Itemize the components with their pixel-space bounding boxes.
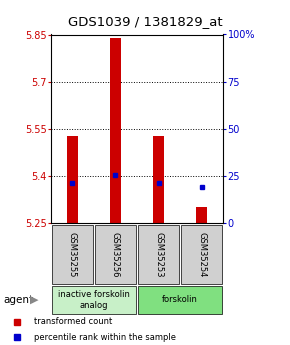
Text: GSM35254: GSM35254	[197, 232, 206, 277]
Bar	[196, 207, 207, 223]
Bar	[67, 136, 78, 223]
FancyBboxPatch shape	[138, 225, 179, 284]
FancyBboxPatch shape	[52, 286, 136, 314]
FancyBboxPatch shape	[52, 225, 93, 284]
Text: percentile rank within the sample: percentile rank within the sample	[34, 333, 176, 342]
Text: forskolin: forskolin	[162, 295, 198, 305]
Text: GSM35255: GSM35255	[68, 232, 77, 277]
Text: GSM35256: GSM35256	[111, 232, 120, 277]
Text: inactive forskolin
analog: inactive forskolin analog	[58, 290, 130, 310]
Text: agent: agent	[3, 295, 33, 305]
Bar	[110, 38, 121, 223]
FancyBboxPatch shape	[181, 225, 222, 284]
Text: ▶: ▶	[30, 295, 39, 305]
FancyBboxPatch shape	[138, 286, 222, 314]
FancyBboxPatch shape	[95, 225, 136, 284]
Text: transformed count: transformed count	[34, 317, 112, 326]
Bar	[153, 136, 164, 223]
Text: GDS1039 / 1381829_at: GDS1039 / 1381829_at	[68, 16, 222, 29]
Text: GSM35253: GSM35253	[154, 232, 163, 277]
